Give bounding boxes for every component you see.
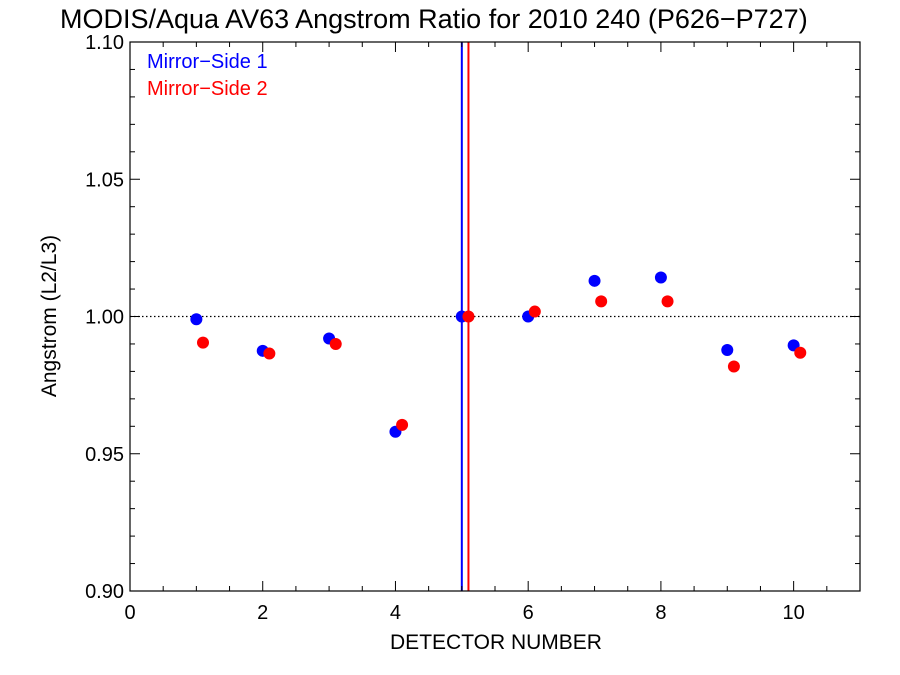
x-tick-label: 0 <box>124 602 135 624</box>
series-1-point <box>654 271 667 284</box>
x-tick-label: 4 <box>390 602 401 624</box>
series-1-point <box>588 274 601 287</box>
y-axis-label: Angstrom (L2/L3) <box>38 235 61 397</box>
x-tick-label: 6 <box>523 602 534 624</box>
series-1-point <box>190 313 203 326</box>
series-2-point <box>794 346 807 359</box>
series-1-point <box>721 343 734 356</box>
series-2-point <box>528 305 541 318</box>
x-axis-label: DETECTOR NUMBER <box>390 631 602 654</box>
x-tick-label: 10 <box>783 602 805 624</box>
series-2-point <box>727 360 740 373</box>
series-2-point <box>197 336 209 349</box>
series-2-point <box>595 295 608 308</box>
series-2-point <box>661 295 674 308</box>
y-tick-label: 0.90 <box>85 581 124 603</box>
x-tick-label: 2 <box>257 602 268 624</box>
series-2-point <box>329 337 342 350</box>
plot-area: 0 2 4 6 8 10 0.90 0.95 1.00 1.05 1.10 Mirror−Side 1… <box>85 32 861 624</box>
legend-entry-2: Mirror−Side 2 <box>147 78 268 100</box>
x-tick-label: 8 <box>655 602 666 624</box>
legend-entry-1: Mirror−Side 1 <box>147 51 268 73</box>
y-tick-label: 1.00 <box>85 307 124 329</box>
chart-title: MODIS/Aqua AV63 Angstrom Ratio for 2010 … <box>60 4 808 34</box>
series-2-point <box>396 418 409 431</box>
y-tick-label: 0.95 <box>85 444 124 466</box>
series-2-point <box>462 310 475 323</box>
series-2-point <box>263 347 276 360</box>
y-tick-label: 1.05 <box>85 169 124 191</box>
y-tick-label: 1.10 <box>85 32 124 54</box>
